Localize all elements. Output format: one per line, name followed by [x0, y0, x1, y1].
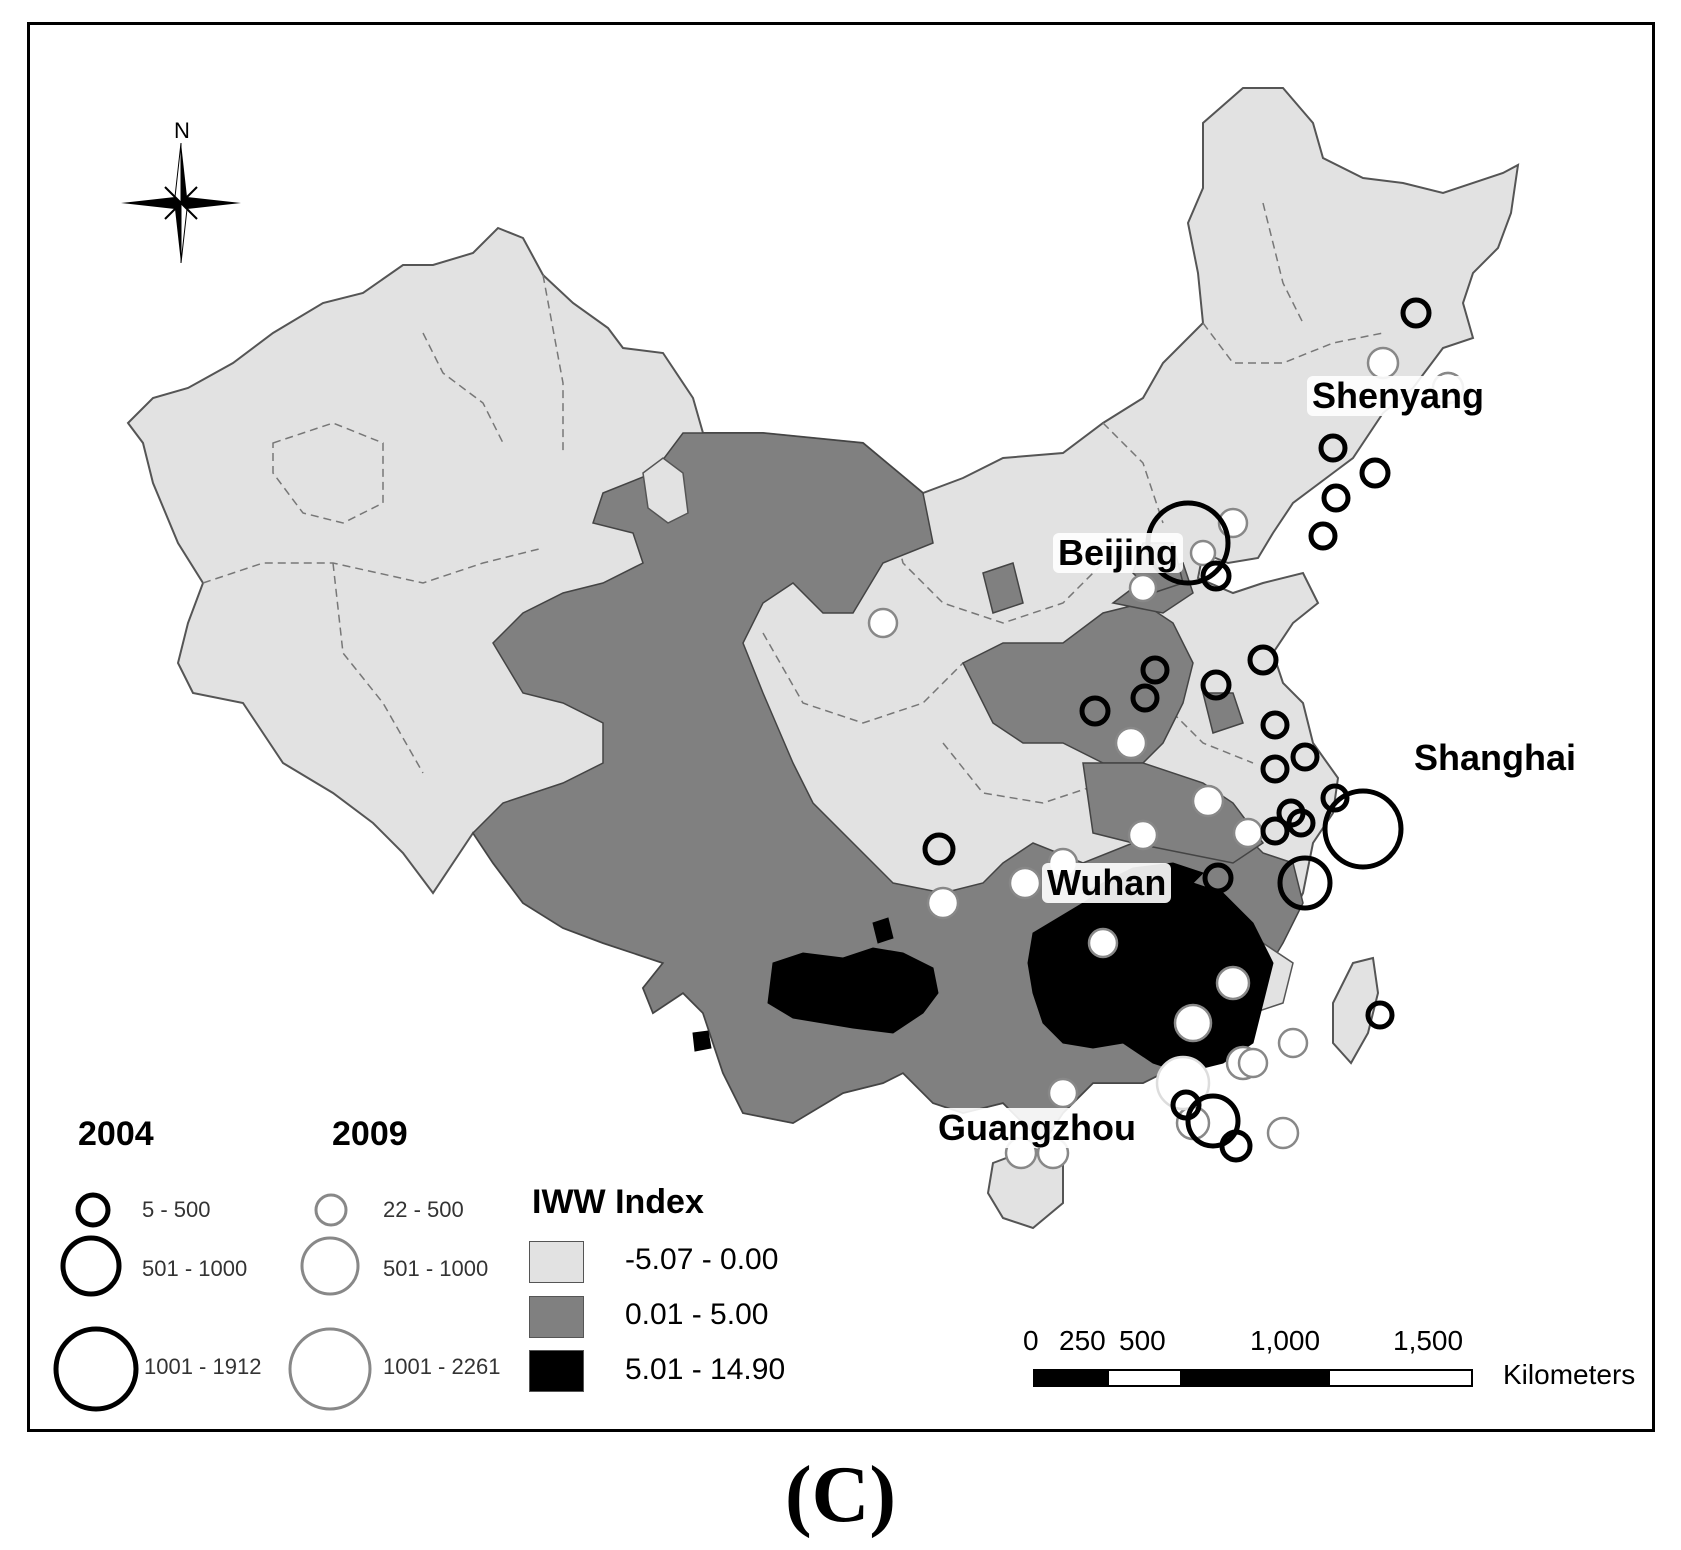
iww-label-high: 5.01 - 14.90: [625, 1353, 786, 1386]
legend-2004-class-3: 1001 - 1912: [144, 1354, 262, 1379]
city-label-guangzhou: Guangzhou: [933, 1108, 1141, 1148]
circle-2009: [1266, 1116, 1300, 1150]
legend-2004-large: [53, 1326, 139, 1412]
circle-2004: [1308, 521, 1338, 551]
circle-2004: [1359, 457, 1391, 489]
circle-2004: [1200, 669, 1232, 701]
circle-2004: [1260, 754, 1290, 784]
map-frame: N Shenyang Beijing Shanghai Wuhan Guangz…: [27, 22, 1655, 1432]
circle-2009: [1237, 1047, 1269, 1079]
circle-2004: [1219, 1129, 1253, 1163]
iww-legend-title: IWW Index: [532, 1183, 704, 1221]
legend-2009-medium: [300, 1236, 360, 1296]
circle-2009: [1189, 539, 1217, 567]
scale-tick-0: 0: [1023, 1325, 1039, 1356]
circle-2004: [1400, 297, 1432, 329]
legend-2004-class-2: 501 - 1000: [142, 1256, 248, 1281]
circle-2009: [1087, 927, 1119, 959]
circle-2004: [1200, 560, 1232, 592]
iww-swatch-low: [529, 1241, 584, 1283]
circle-2009: [1127, 819, 1159, 851]
scale-tick-500: 500: [1119, 1325, 1166, 1356]
circle-2004: [1286, 808, 1316, 838]
city-label-shanghai: Shanghai: [1409, 738, 1582, 778]
circle-2004-medium: [1185, 1093, 1241, 1149]
legend-2004-title: 2004: [78, 1115, 154, 1153]
circle-2004: [1260, 710, 1290, 740]
circle-2004: [1202, 862, 1234, 894]
circle-2009: [1047, 1077, 1079, 1109]
scale-tick-250: 250: [1059, 1325, 1106, 1356]
circle-2004: [1318, 433, 1348, 463]
legend-2004-class-1: 5 - 500: [142, 1197, 211, 1222]
panel-label: (C): [784, 1451, 897, 1539]
circles-2004: [922, 297, 1432, 1163]
iww-swatch-mid: [529, 1296, 584, 1338]
iww-label-low: -5.07 - 0.00: [625, 1243, 779, 1276]
circle-2009: [1366, 346, 1400, 380]
legend-2009-symbols: [288, 1193, 372, 1411]
circle-2009: [1008, 866, 1042, 900]
compass-icon: [121, 142, 241, 264]
legend-2009-class-2: 501 - 1000: [383, 1256, 489, 1281]
scale-tick-1000: 1,000: [1250, 1325, 1321, 1356]
circle-2004: [1277, 855, 1333, 911]
legend-2004-symbols: [53, 1192, 139, 1412]
city-label-shenyang: Shenyang: [1307, 376, 1490, 416]
city-label-beijing: Beijing: [1053, 533, 1184, 573]
circle-2009: [1277, 1027, 1309, 1059]
legend-2009-title: 2009: [332, 1115, 408, 1153]
circle-2004: [1290, 742, 1320, 772]
iww-swatch-high: [529, 1350, 584, 1392]
circle-2004: [1079, 695, 1111, 727]
circle-2004: [922, 832, 956, 866]
scale-tick-1500: 1,500: [1393, 1325, 1464, 1356]
legend-2009-class-3: 1001 - 2261: [383, 1354, 501, 1379]
circle-2004: [1130, 683, 1160, 713]
legend-2009-small: [314, 1193, 348, 1227]
circle-2009: [1173, 1003, 1213, 1043]
taiwan-island: [1332, 956, 1380, 1065]
circle-2004: [1320, 783, 1350, 813]
circle-2009: [1215, 965, 1251, 1001]
scale-unit: Kilometers: [1503, 1359, 1636, 1390]
scale-bar: [1033, 1369, 1473, 1387]
circle-2009: [1128, 573, 1158, 603]
circle-2004: [1365, 1000, 1395, 1030]
china-map: [53, 87, 1520, 1412]
legend-2004-medium: [60, 1235, 122, 1297]
circle-2004: [1140, 655, 1170, 685]
circle-2004-large: [1322, 788, 1404, 870]
legend-2009-class-1: 22 - 500: [383, 1197, 464, 1222]
legend-2004-small: [75, 1192, 111, 1228]
legend-2009-large: [288, 1327, 372, 1411]
circle-2009: [1114, 726, 1148, 760]
iww-label-mid: 0.01 - 5.00: [625, 1298, 769, 1331]
city-label-wuhan: Wuhan: [1042, 863, 1172, 903]
circle-2004: [1260, 816, 1290, 846]
circle-2004: [1321, 483, 1351, 513]
circle-2009: [926, 886, 960, 920]
circle-2009: [1191, 784, 1225, 818]
province-boundaries: [202, 202, 1384, 804]
circle-2004: [1247, 644, 1279, 676]
compass-north-label: N: [174, 118, 190, 143]
circle-2009: [867, 607, 899, 639]
circle-2009: [1232, 817, 1264, 849]
